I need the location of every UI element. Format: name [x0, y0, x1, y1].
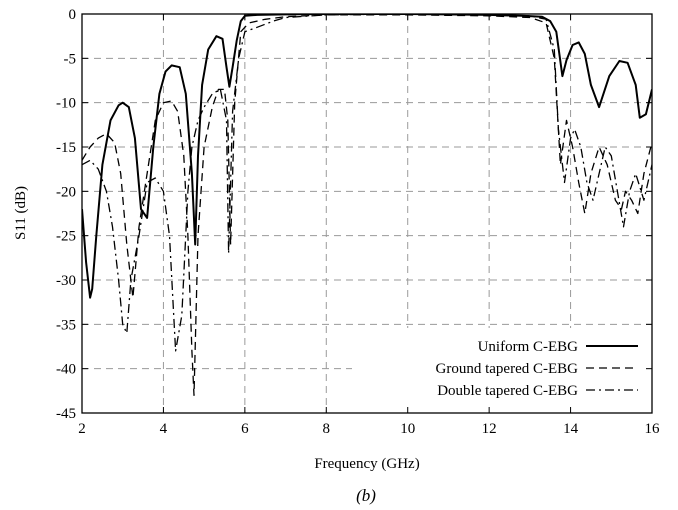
x-tick-label: 14 [563, 421, 579, 437]
y-tick-label: -45 [56, 406, 76, 422]
y-tick-label: -35 [56, 317, 76, 333]
y-tick-label: -10 [56, 96, 76, 112]
x-axis-label: Frequency (GHz) [314, 456, 419, 472]
x-tick-label: 12 [482, 421, 497, 437]
x-tick-label: 16 [645, 421, 661, 437]
legend-label: Uniform C-EBG [478, 339, 579, 355]
y-tick-label: -30 [56, 273, 76, 289]
plot-frame [81, 13, 653, 414]
series-line-dashdot [82, 14, 652, 352]
x-tick-label: 4 [160, 421, 168, 437]
y-axis-label: S11 (dB) [13, 186, 29, 240]
y-tick-label: -20 [56, 184, 76, 200]
series-lines [82, 14, 652, 396]
legend: Uniform C-EBG Ground tapered C-EBG Double … [436, 339, 638, 399]
x-tick-label: 6 [241, 421, 249, 437]
series-line-dashed [82, 14, 652, 396]
x-tick-label: 8 [323, 421, 331, 437]
x-tick-label: 2 [78, 421, 86, 437]
y-tick-label: -5 [64, 51, 77, 67]
y-tick-label: -40 [56, 362, 76, 378]
y-tick-label: 0 [69, 7, 77, 23]
y-tick-label: -15 [56, 140, 76, 156]
y-tick-label: -25 [56, 229, 76, 245]
x-tick-label: 10 [400, 421, 415, 437]
grid [82, 14, 652, 413]
legend-label: Ground tapered C-EBG [436, 361, 579, 377]
series-line-solid [82, 14, 652, 299]
axis-ticks: 2 4 6 8 10 12 14 16 0 -5 -10 -15 -20 -25 -30 -35 -40 -45 [56, 7, 660, 437]
legend-label: Double tapered C-EBG [437, 383, 578, 399]
figure-caption: (b) [356, 486, 376, 505]
